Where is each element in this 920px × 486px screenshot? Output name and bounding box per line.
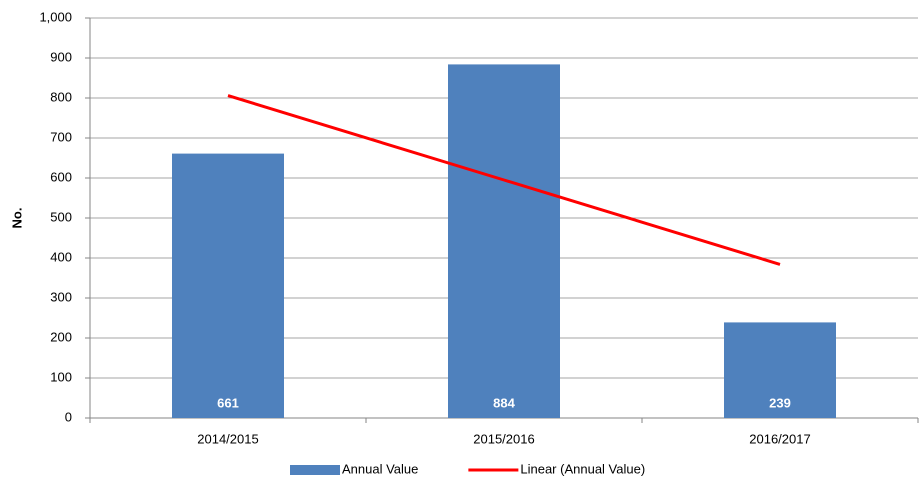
- legend-label: Linear (Annual Value): [520, 461, 645, 476]
- bar: [724, 322, 836, 418]
- data-label: 884: [493, 395, 515, 410]
- y-tick-label: 600: [50, 169, 72, 184]
- x-tick-label: 2015/2016: [473, 431, 534, 446]
- y-tick-label: 300: [50, 289, 72, 304]
- y-tick-label: 900: [50, 49, 72, 64]
- y-tick-label: 200: [50, 329, 72, 344]
- trend-line: [227, 94, 781, 266]
- data-label: 239: [769, 395, 791, 410]
- y-tick-label: 100: [50, 369, 72, 384]
- legend-swatch: [290, 465, 340, 475]
- x-tick-label: 2016/2017: [749, 431, 810, 446]
- y-tick-label: 1,000: [39, 9, 72, 24]
- data-label: 661: [217, 395, 239, 410]
- y-tick-label: 0: [65, 409, 72, 424]
- bar: [172, 153, 284, 418]
- y-tick-label: 500: [50, 209, 72, 224]
- y-axis-label: No.: [9, 208, 24, 229]
- y-tick-label: 700: [50, 129, 72, 144]
- y-tick-label: 800: [50, 89, 72, 104]
- y-tick-label: 400: [50, 249, 72, 264]
- bar: [448, 64, 560, 419]
- legend-label: Annual Value: [342, 461, 418, 476]
- x-tick-label: 2014/2015: [197, 431, 258, 446]
